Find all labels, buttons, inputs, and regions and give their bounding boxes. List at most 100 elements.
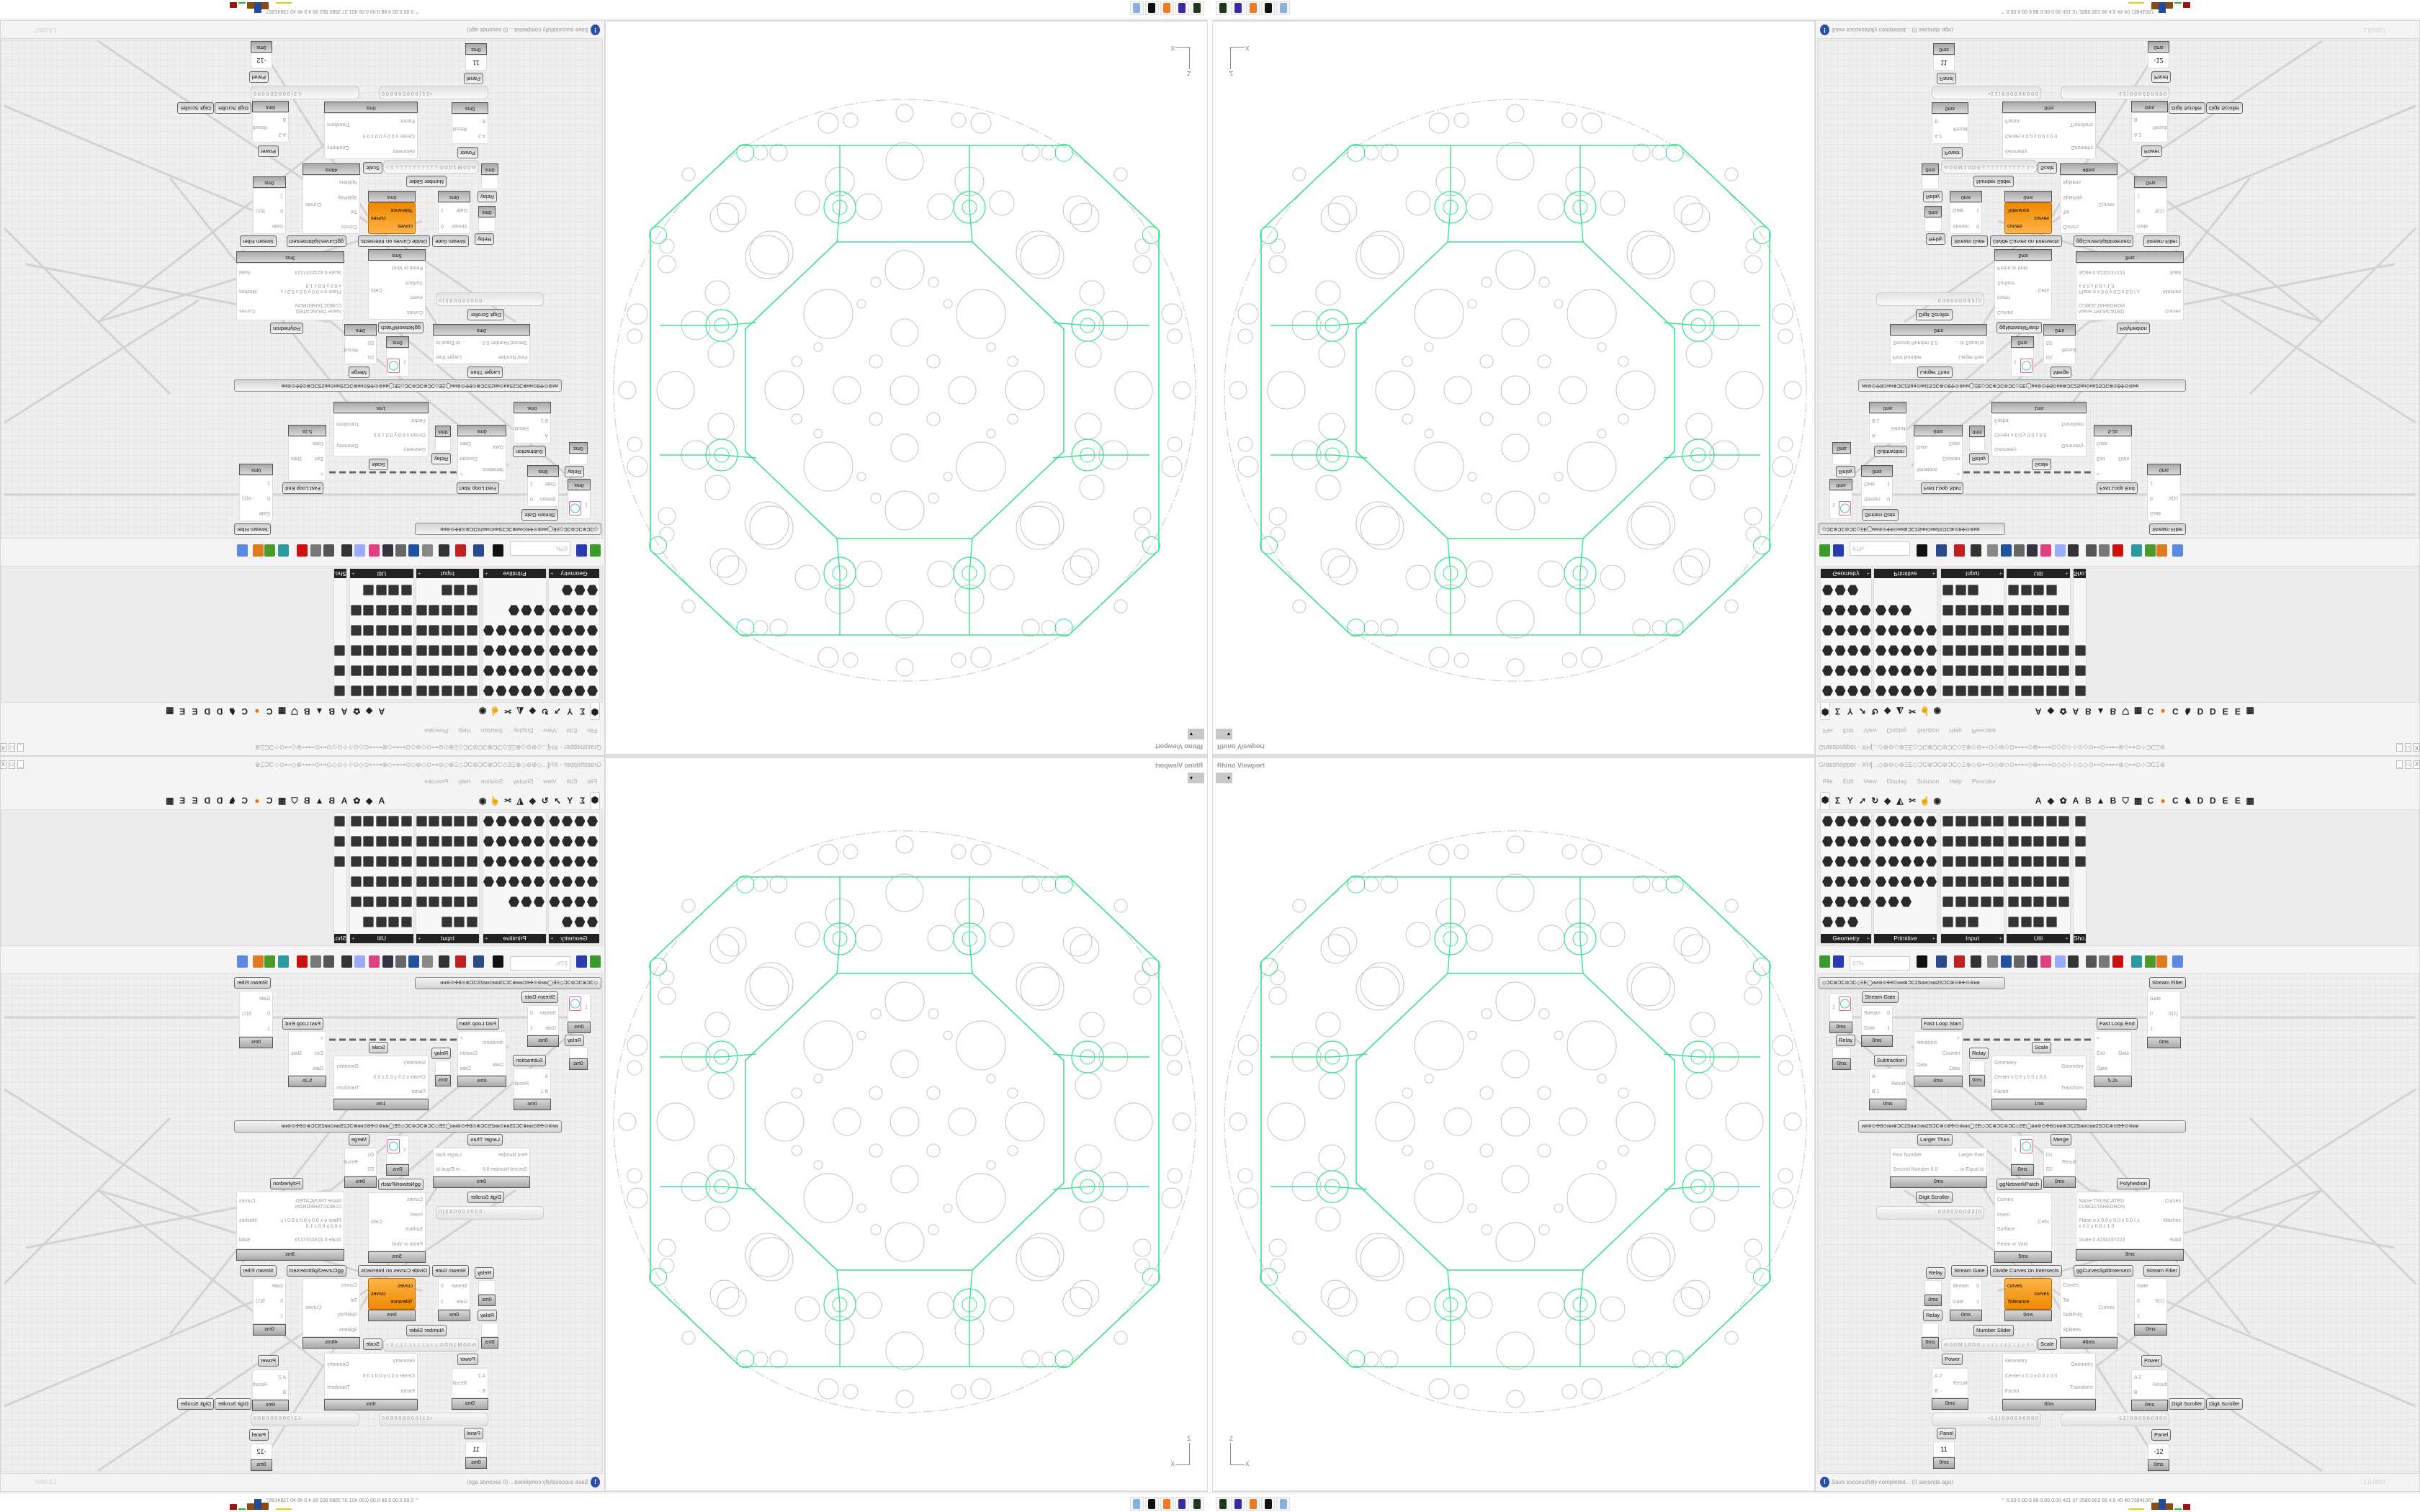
green-icon[interactable]: [264, 955, 275, 968]
component-icon[interactable]: [587, 625, 598, 636]
node-scale[interactable]: Geometry Center x 0.0 y 0.0 z 0.0 Factor Ge…: [324, 1353, 418, 1399]
component-icon[interactable]: [467, 856, 478, 867]
component-icon[interactable]: [1860, 896, 1871, 907]
input-2[interactable]: Data: [313, 441, 323, 446]
output-0[interactable]: Result: [514, 426, 529, 431]
tab-letter-14[interactable]: D: [204, 706, 211, 717]
component-icon[interactable]: [1888, 605, 1899, 616]
component-icon[interactable]: [376, 625, 387, 636]
component-icon[interactable]: [521, 645, 532, 656]
input-1[interactable]: Second Number 0.0: [1893, 340, 1938, 345]
digit-scroller[interactable]: -1 2 | 0 0 0 0 0 0 0 0 0: [2061, 1413, 2169, 1426]
tab-sets-branch-icon[interactable]: Y: [567, 795, 573, 806]
component-icon[interactable]: [1993, 665, 2004, 676]
tab-letter-11[interactable]: C: [241, 706, 248, 717]
component-icon[interactable]: [1847, 665, 1858, 676]
input-1[interactable]: Exit: [2097, 1051, 2105, 1056]
component-icon[interactable]: [467, 876, 478, 887]
component-icon[interactable]: [483, 876, 494, 887]
component-icon[interactable]: [2020, 585, 2032, 595]
component-icon[interactable]: [429, 625, 440, 636]
node-ggcurvessplitintersect[interactable]: Curves Tol SplitPoly Splitters Curves: [2060, 1278, 2118, 1337]
input-1[interactable]: B 1: [540, 1089, 548, 1094]
component-icon[interactable]: [442, 645, 452, 656]
tab-letter-16[interactable]: E: [2234, 795, 2241, 806]
tab-letter-3[interactable]: A: [2072, 706, 2079, 717]
component-icon[interactable]: [496, 665, 507, 676]
output-1[interactable]: 1: [1976, 1300, 1979, 1305]
email-icon[interactable]: [422, 955, 433, 968]
input-0[interactable]: Gate: [2150, 996, 2161, 1002]
component-icon[interactable]: [534, 625, 544, 636]
palette-panel-label[interactable]: Sho...: [2074, 569, 2090, 578]
input-2[interactable]: Surface: [1997, 279, 2015, 285]
firefox-icon[interactable]: [1160, 1, 1174, 15]
node-power-label[interactable]: Power: [1942, 1354, 1963, 1365]
slider-label[interactable]: Number Slider: [1973, 176, 2014, 187]
input-2[interactable]: Scale 0.4234237223: [295, 269, 341, 275]
node-canvas[interactable]: Stream Gate Stream Gate 0 1 0ms Fast Loop Star…: [1, 973, 603, 1472]
node-power-label[interactable]: Power: [457, 1354, 478, 1365]
output-0[interactable]: >: [1956, 1036, 1960, 1042]
blue-sphere-icon[interactable]: [237, 955, 248, 968]
node-fast-loop-start-label[interactable]: Fast Loop Start: [1921, 1018, 1964, 1030]
input-2[interactable]: 1: [280, 1314, 283, 1320]
menu-solution[interactable]: Solution: [1917, 727, 1940, 734]
node-stream-filter-label[interactable]: Stream Filter: [2149, 977, 2186, 989]
input-1[interactable]: Exit: [315, 456, 323, 461]
node-power-label[interactable]: Power: [1942, 147, 1963, 158]
blue-sphere-icon[interactable]: [237, 544, 248, 557]
red-gem-icon[interactable]: [297, 544, 308, 557]
component-icon[interactable]: [467, 645, 478, 656]
output-1[interactable]: Meshes: [239, 289, 257, 294]
component-icon[interactable]: [508, 625, 519, 636]
floppy-64-icon[interactable]: [1231, 1497, 1245, 1511]
component-icon[interactable]: [483, 665, 494, 676]
menu-view[interactable]: View: [1863, 727, 1877, 734]
rhino-viewport[interactable]: Rhino Viewport ▾ Z X: [605, 20, 1208, 756]
component-icon[interactable]: [2020, 917, 2032, 927]
input-3[interactable]: Splitters: [2063, 179, 2081, 185]
node-scale-label[interactable]: Scale: [369, 1042, 388, 1053]
node-larger-than[interactable]: First Number Second Number 0.0 Larger than…: [1890, 336, 1987, 364]
node-stream-gate[interactable]: Stream Gate 0 1: [1861, 1005, 1893, 1035]
node-relay-label[interactable]: Relay: [564, 1035, 584, 1046]
node-polyhedron-label[interactable]: Polyhedron: [2117, 1178, 2150, 1189]
component-icon[interactable]: [575, 585, 586, 595]
component-icon[interactable]: [1876, 665, 1886, 676]
tab-surface-leaf-icon[interactable]: ◆: [529, 795, 536, 806]
output-0[interactable]: Result: [1953, 1381, 1968, 1386]
component-icon[interactable]: [2008, 856, 2019, 867]
input-1[interactable]: Gate: [456, 1300, 467, 1305]
component-icon[interactable]: [1993, 816, 2004, 827]
input-2[interactable]: SplitPoly: [337, 194, 357, 199]
component-icon[interactable]: [401, 645, 412, 656]
component-icon[interactable]: [388, 816, 400, 827]
tab-letter-15[interactable]: E: [2222, 795, 2228, 806]
component-icon[interactable]: [587, 856, 598, 867]
node-merge-label[interactable]: Merge: [348, 1134, 369, 1146]
tab-letter-17[interactable]: ▦: [2246, 706, 2254, 717]
maximize-button[interactable]: □: [2405, 743, 2411, 752]
component-icon[interactable]: [429, 896, 440, 907]
digit-scroller[interactable]: -1 2 | 0 0 0 0 0 0 0 0 0: [251, 86, 359, 99]
input-1[interactable]: 0: [2137, 208, 2140, 213]
node-merge-label[interactable]: Merge: [2051, 1134, 2072, 1146]
component-icon[interactable]: [1942, 665, 1953, 676]
component-icon[interactable]: [388, 685, 400, 696]
component-icon[interactable]: [2058, 836, 2069, 847]
output-1[interactable]: Meshes: [2163, 1218, 2181, 1223]
component-icon[interactable]: [562, 685, 573, 696]
tab-letter-16[interactable]: E: [2234, 706, 2241, 717]
component-icon[interactable]: [1901, 685, 1912, 696]
menu-help[interactable]: Help: [1949, 727, 1962, 734]
rhino-viewport[interactable]: Rhino Viewport ▾ Z X: [605, 756, 1208, 1492]
slider-label[interactable]: Digit Scroller: [467, 309, 504, 320]
component-icon[interactable]: [376, 605, 387, 616]
component-icon[interactable]: [575, 917, 586, 927]
tab-letter-10[interactable]: ●: [2160, 706, 2166, 717]
input-0[interactable]: Curves: [406, 309, 423, 315]
digit-scroller[interactable]: · 0 0 0 0 0 0 0 0 3 | 0: [436, 292, 544, 306]
panel-value[interactable]: 11: [1933, 55, 1955, 71]
tab-letter-2[interactable]: ✿: [353, 706, 361, 717]
